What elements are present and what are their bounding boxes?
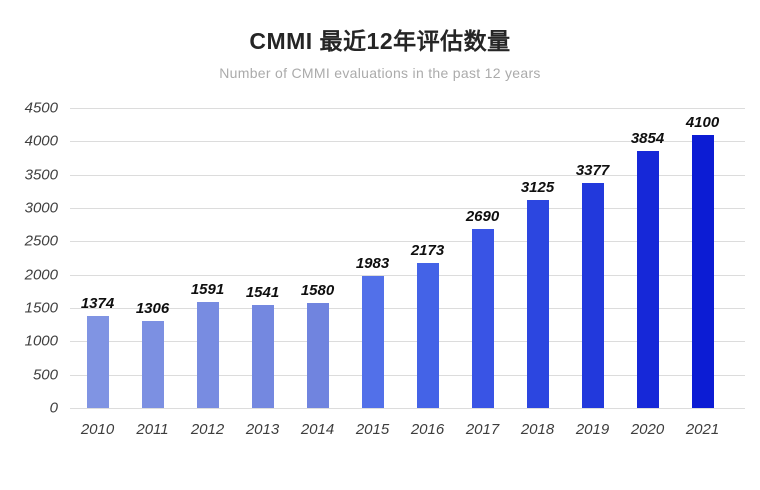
- x-axis-tick-label: 2014: [300, 421, 335, 438]
- chart-title: CMMI 最近12年评估数量: [249, 28, 511, 54]
- bar-value-label: 3377: [575, 161, 610, 179]
- bar-column-2011: 1306 2011: [125, 108, 180, 438]
- x-axis-tick-label: 2011: [136, 421, 169, 438]
- x-axis-tick-label: 2012: [190, 421, 225, 438]
- x-axis-tick-label: 2015: [355, 421, 390, 438]
- bar-2017: [471, 228, 494, 408]
- y-axis-tick-label: 2000: [24, 266, 58, 284]
- bar-value-label: 1983: [355, 254, 390, 272]
- bar-2011: [141, 320, 164, 408]
- gridline: [70, 208, 745, 209]
- gridline: [70, 141, 745, 143]
- bar-value-label: 2173: [410, 242, 445, 260]
- bar-column-2018: 3125 2018: [510, 108, 565, 438]
- bar-2021: [691, 134, 714, 408]
- y-axis-tick-label: 3000: [24, 199, 58, 217]
- bar-column-2016: 2173 2016: [400, 108, 455, 438]
- gridline: [70, 341, 745, 343]
- bar-2019: [581, 182, 604, 408]
- bar-value-label: 3125: [520, 178, 555, 196]
- y-axis-tick-label: 3500: [24, 166, 58, 184]
- bar-value-label: 1306: [135, 299, 170, 317]
- bar-column-2015: 1983 2015: [345, 108, 400, 438]
- x-axis-tick-label: 2021: [685, 421, 720, 438]
- bar-column-2019: 3377 2019: [565, 108, 620, 438]
- bar-2010: [86, 316, 109, 408]
- bar-2016: [416, 263, 439, 408]
- plot-area: 0 500 1000 1500 2000 2500 3000 3500 4000 4500 1374…: [25, 100, 745, 438]
- x-axis-tick-label: 2020: [630, 421, 665, 438]
- x-axis-tick-label: 2016: [410, 421, 445, 438]
- y-axis-tick-label: 0: [49, 399, 58, 417]
- bar-value-label: 1541: [245, 284, 280, 302]
- x-axis-tick-label: 2013: [245, 421, 280, 438]
- x-axis-tick-label: 2017: [465, 421, 500, 438]
- gridline: [70, 408, 745, 409]
- bar-column-2013: 1541 2013: [235, 108, 290, 438]
- y-axis-tick-label: 4000: [24, 132, 58, 150]
- gridline: [70, 374, 745, 376]
- gridline: [70, 108, 745, 109]
- y-axis-tick-label: 2500: [24, 232, 58, 250]
- y-axis-tick-label: 4500: [24, 99, 58, 117]
- gridline: [70, 174, 745, 176]
- bar-value-label: 1580: [300, 281, 335, 299]
- bar-column-2021: 4100 2021: [675, 108, 730, 438]
- x-axis-tick-label: 2010: [80, 421, 115, 438]
- bar-value-label: 1374: [80, 295, 115, 313]
- bar-2012: [196, 301, 219, 408]
- bar-2020: [636, 151, 659, 408]
- bar-2015: [361, 275, 384, 408]
- bars-row: 1374 2010 1306 2011 1591 2012 1541 2013 1580 2014…: [70, 108, 730, 438]
- chart-header: CMMI 最近12年评估数量 Number of CMMI evaluation…: [0, 22, 760, 81]
- x-axis-tick-label: 2018: [520, 421, 555, 438]
- bar-2013: [251, 305, 274, 408]
- bar-2018: [526, 199, 549, 408]
- y-axis-tick-label: 500: [32, 366, 58, 384]
- bar-value-label: 1591: [190, 280, 225, 298]
- bar-column-2010: 1374 2010: [70, 108, 125, 438]
- bar-column-2020: 3854 2020: [620, 108, 675, 438]
- bar-value-label: 4100: [685, 113, 720, 131]
- gridline: [70, 308, 745, 309]
- x-axis-tick-label: 2019: [575, 421, 610, 438]
- y-axis-tick-label: 1500: [24, 299, 58, 317]
- bar-2014: [306, 302, 329, 408]
- chart-subtitle: Number of CMMI evaluations in the past 1…: [219, 65, 541, 81]
- bar-column-2012: 1591 2012: [180, 108, 235, 438]
- bar-value-label: 2690: [465, 207, 500, 225]
- bar-column-2014: 1580 2014: [290, 108, 345, 438]
- bar-value-label: 3854: [630, 130, 665, 148]
- gridline: [70, 241, 745, 243]
- gridline: [70, 274, 745, 276]
- y-axis-tick-label: 1000: [24, 332, 58, 350]
- bar-column-2017: 2690 2017: [455, 108, 510, 438]
